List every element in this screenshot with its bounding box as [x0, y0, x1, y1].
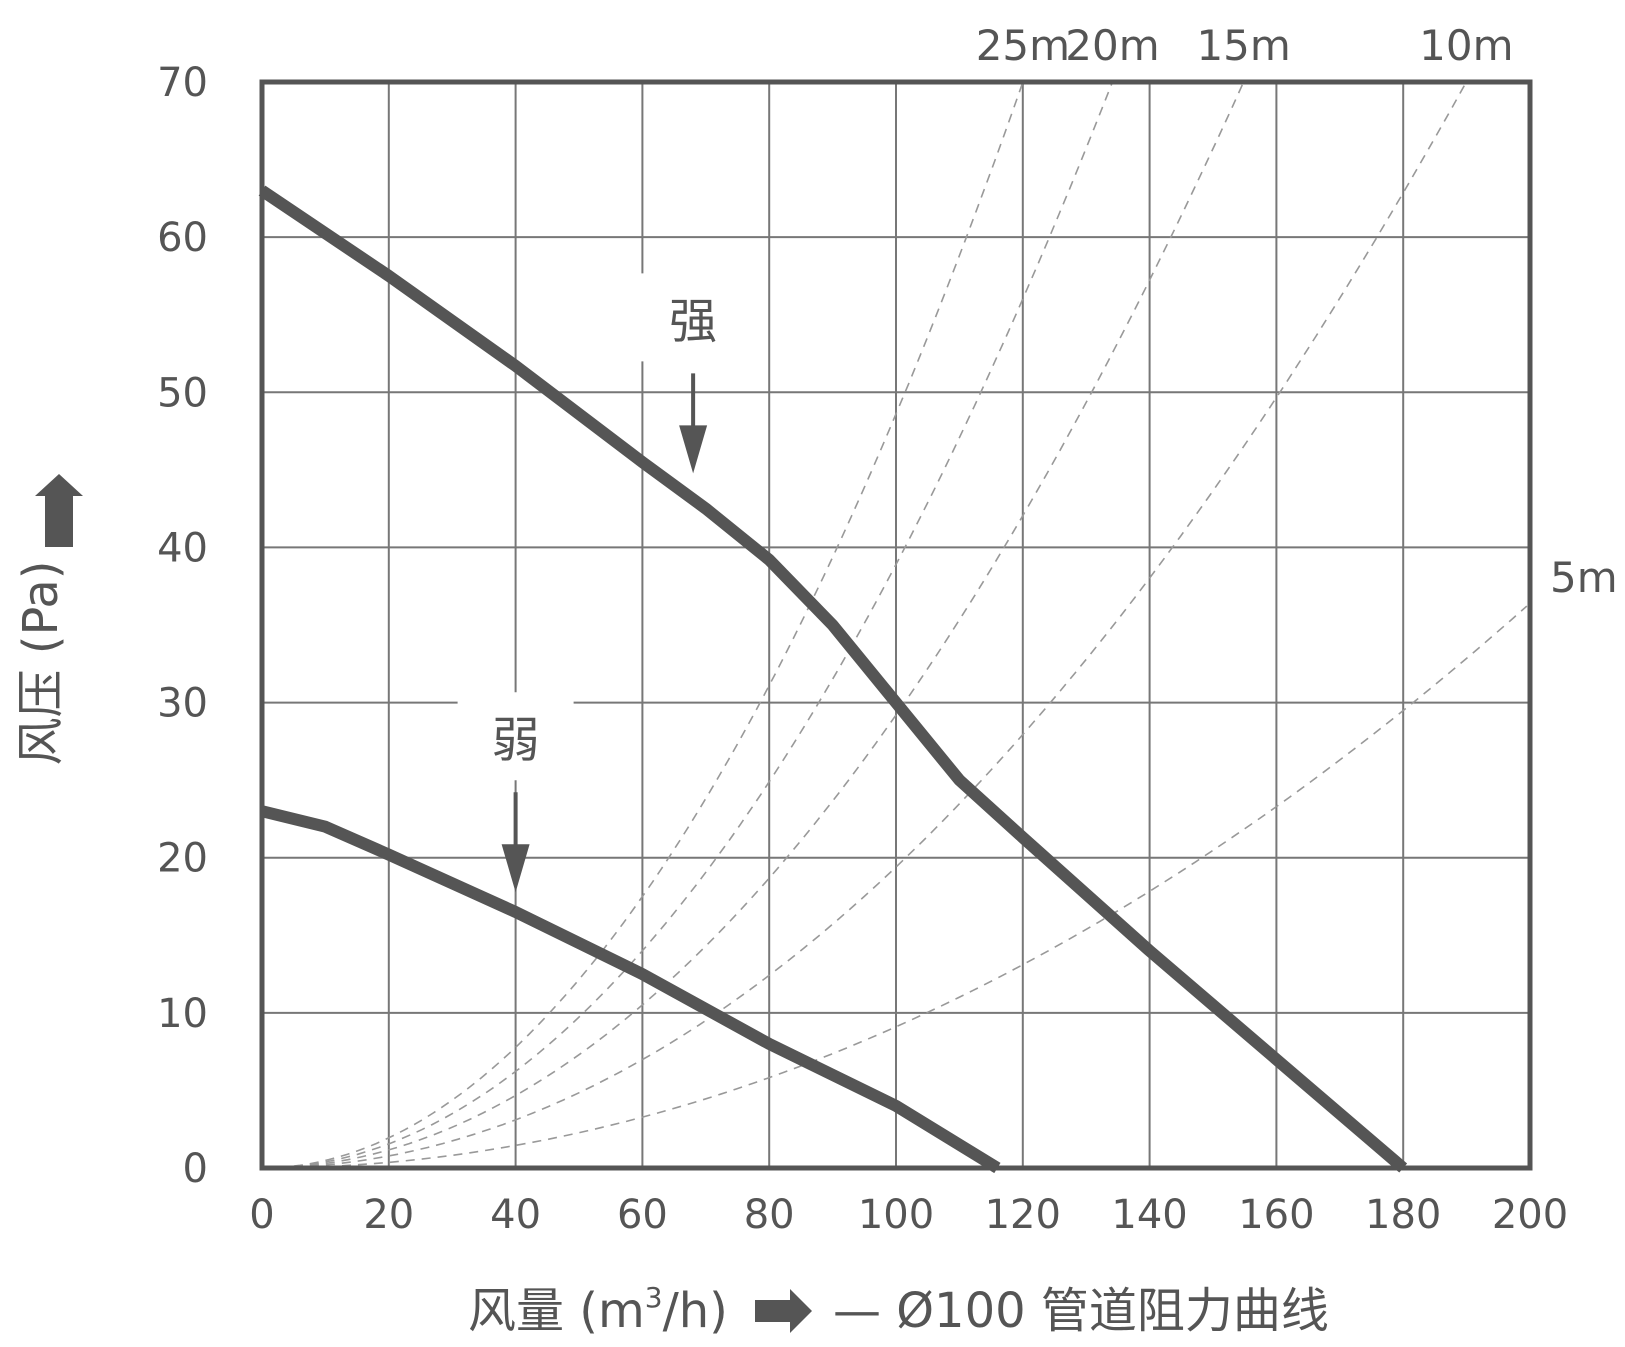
- arrow-up-icon: [35, 474, 83, 547]
- x-axis-label: 风量 (m3/h): [468, 1281, 728, 1339]
- x-tick-label-4: 80: [744, 1192, 795, 1238]
- arrow-right-icon: [755, 1289, 812, 1333]
- arrow-down-icon: [679, 425, 708, 474]
- fan-curve-weak: [260, 805, 1001, 1174]
- mode-annotations: 强弱: [457, 273, 752, 893]
- x-tick-label-7: 140: [1111, 1192, 1187, 1238]
- resistance-curve-10m: [261, 81, 1467, 1169]
- resistance-curve-25m: [261, 81, 1024, 1169]
- resistance-curve-5m: [261, 605, 1528, 1169]
- y-axis-label: 风压 (Pa): [13, 561, 69, 766]
- x-tick-label-10: 200: [1492, 1192, 1568, 1238]
- distance-label-25m: 25m: [976, 21, 1070, 70]
- x-tick-label-1: 20: [363, 1192, 414, 1238]
- distance-label-20m: 20m: [1065, 21, 1159, 70]
- y-tick-label-7: 70: [157, 60, 208, 106]
- mode-label-1: 弱: [492, 712, 540, 768]
- x-tick-label-6: 120: [985, 1192, 1061, 1238]
- distance-label-5m: 5m: [1550, 553, 1618, 602]
- x-tick-label-3: 60: [617, 1192, 668, 1238]
- distance-label-10m: 10m: [1419, 21, 1513, 70]
- y-tick-labels: 0 10 20 30 40 50 60 70: [157, 60, 208, 1192]
- grid-lines: [262, 82, 1530, 1168]
- duct-resistance-curves: [261, 81, 1528, 1169]
- y-tick-label-6: 60: [157, 215, 208, 261]
- x-axis-unit-superscript: 3: [645, 1281, 663, 1314]
- fan-curve-strong: [258, 185, 1408, 1173]
- x-tick-label-9: 180: [1365, 1192, 1441, 1238]
- legend-text: — Ø100 管道阻力曲线: [833, 1283, 1329, 1339]
- plot-frame: [259, 79, 1533, 1171]
- fan-curves: [258, 185, 1408, 1174]
- x-tick-label-0: 0: [249, 1192, 274, 1238]
- resistance-curve-20m: [261, 81, 1114, 1169]
- annotation-bg-0: [635, 273, 752, 362]
- y-tick-label-5: 50: [157, 370, 208, 416]
- resistance-curve-15m: [261, 81, 1245, 1169]
- x-tick-label-2: 40: [490, 1192, 541, 1238]
- y-tick-label-1: 10: [157, 991, 208, 1037]
- x-tick-labels: 0 20 40 60 80 100 120 140 160 180 200: [249, 1192, 1568, 1238]
- mode-label-0: 强: [669, 293, 717, 349]
- x-tick-label-8: 160: [1238, 1192, 1314, 1238]
- y-axis-label-group: 风压 (Pa): [13, 474, 83, 765]
- annotation-bg-1: [457, 692, 574, 781]
- distance-label-15m: 15m: [1196, 21, 1290, 70]
- x-tick-label-5: 100: [858, 1192, 934, 1238]
- y-tick-label-3: 30: [157, 681, 208, 727]
- y-tick-label-2: 20: [157, 836, 208, 882]
- arrow-down-icon: [501, 844, 530, 893]
- y-tick-label-4: 40: [157, 525, 208, 571]
- x-axis-caption-group: 风量 (m3/h) — Ø100 管道阻力曲线: [468, 1281, 1329, 1339]
- y-tick-label-0: 0: [183, 1146, 208, 1192]
